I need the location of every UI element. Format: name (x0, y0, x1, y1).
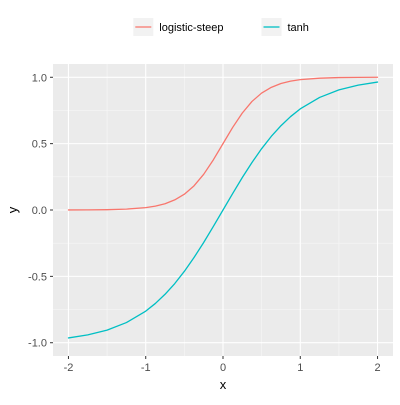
x-tick-label: -2 (64, 362, 74, 374)
series-line-logistic-steep (67, 76, 379, 211)
y-tick-label: 0.0 (32, 205, 47, 217)
y-tick-label: 1.0 (32, 72, 47, 84)
y-tick-label: -0.5 (28, 271, 47, 283)
x-tick-label: 2 (374, 362, 380, 374)
x-axis: -2 -1 0 1 2 (64, 356, 381, 374)
series-layer (67, 76, 379, 339)
x-tick-label: 0 (220, 362, 226, 374)
legend-label: tanh (288, 22, 309, 34)
y-axis-title: y (5, 206, 20, 213)
y-axis: -1.0 -0.5 0.0 0.5 1.0 (28, 72, 53, 350)
series-line-tanh (67, 81, 379, 339)
x-axis-title: x (220, 377, 227, 392)
x-tick-label: 1 (297, 362, 303, 374)
x-tick-label: -1 (141, 362, 151, 374)
legend-label: logistic-steep (159, 22, 223, 34)
y-tick-label: -1.0 (28, 338, 47, 350)
y-tick-label: 0.5 (32, 139, 47, 151)
legend: logistic-steep tanh (133, 18, 309, 36)
